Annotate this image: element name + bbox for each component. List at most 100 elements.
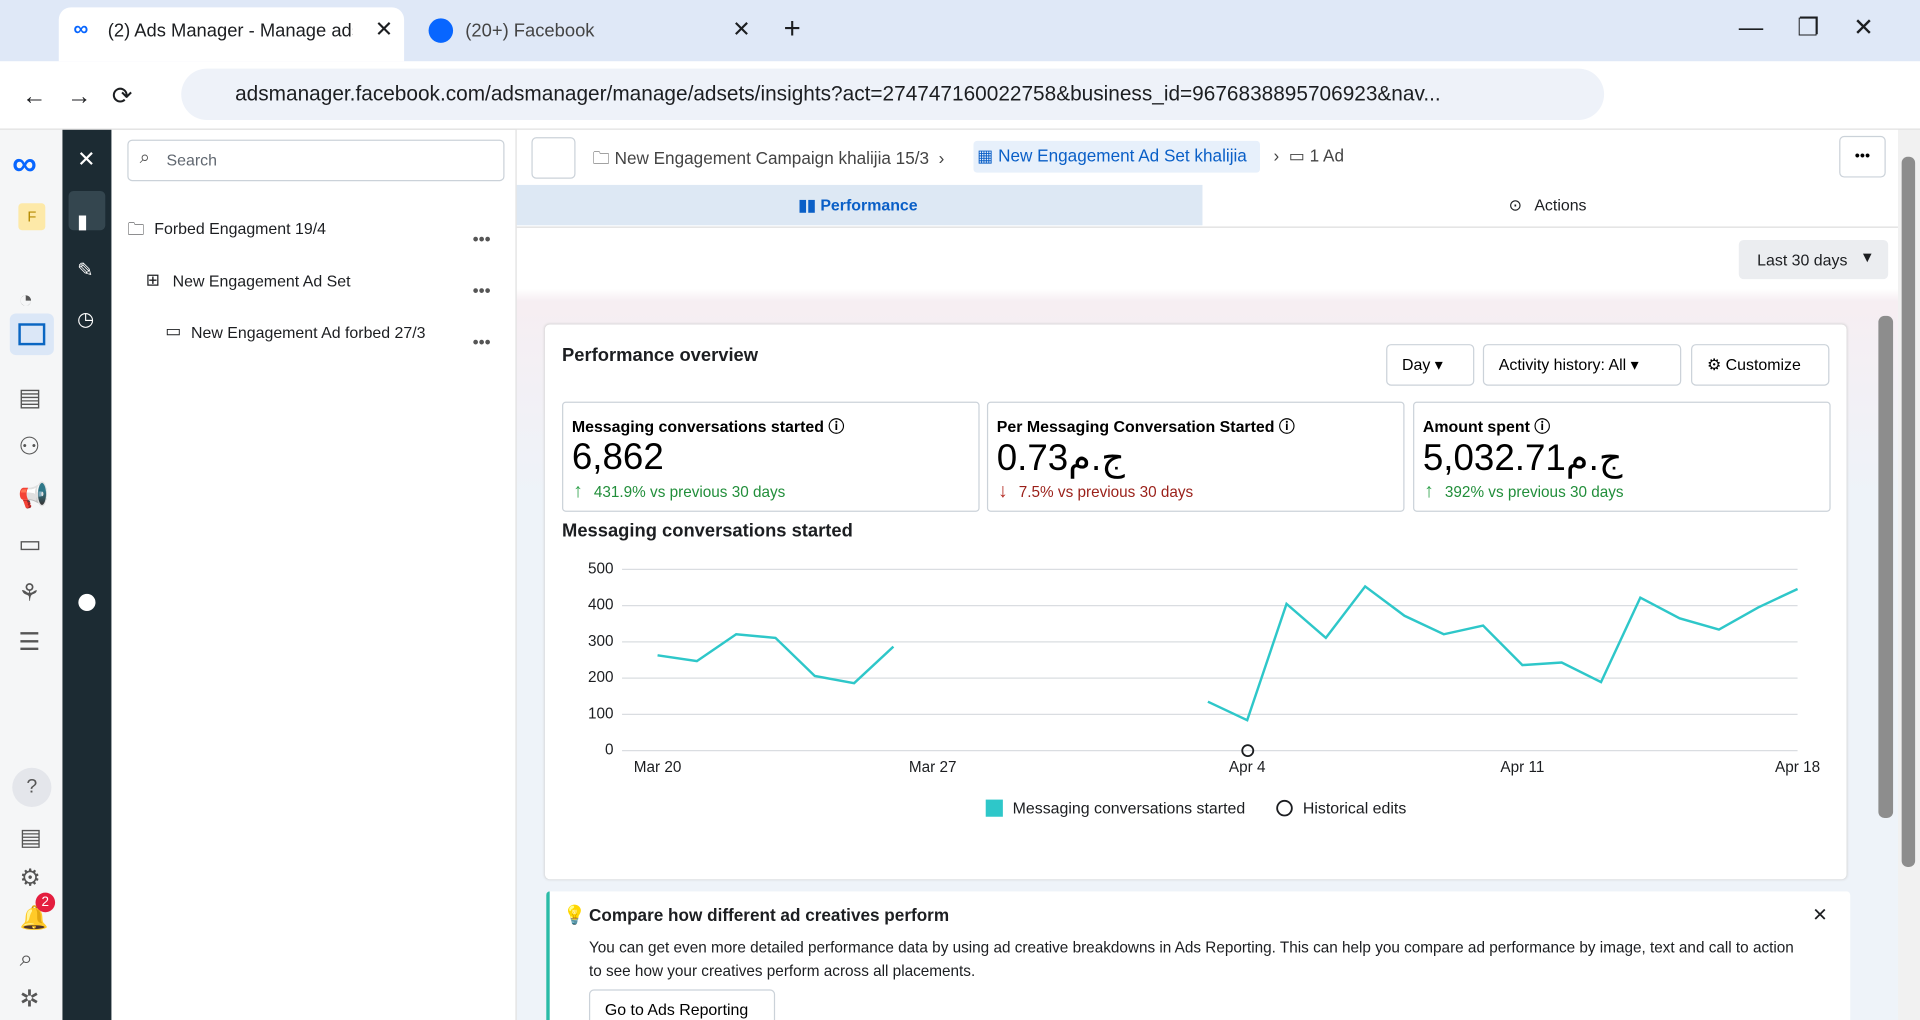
- x-tick-label: Apr 4: [1229, 759, 1266, 776]
- edit-marker: [1241, 744, 1255, 758]
- metric-label: Messaging conversations started ⓘ: [571, 417, 845, 436]
- metric-value: 0.73ج.م: [996, 438, 1125, 479]
- control-label[interactable]: Day: [1402, 355, 1431, 374]
- up-arrow: ↑: [1424, 481, 1434, 503]
- expand[interactable]: [78, 593, 96, 612]
- metric-value: 5,032.71ج.م: [1422, 438, 1623, 479]
- y-tick-label: 0: [605, 742, 614, 759]
- url[interactable]: adsmanager.facebook.com/adsmanager/manag…: [235, 82, 1441, 106]
- metric-change: 392% vs previous 30 days: [1444, 483, 1624, 501]
- divider: [515, 129, 517, 1020]
- tab-label[interactable]: Actions: [1534, 195, 1587, 215]
- bulb-icon: 💡: [563, 904, 587, 926]
- tab[interactable]: ⊙ Actions: [1508, 195, 1587, 215]
- tree-item[interactable]: New Engagement Ad Set: [172, 271, 351, 291]
- nav-active[interactable]: [9, 313, 54, 356]
- tab-close[interactable]: ✕: [732, 17, 751, 42]
- close-panel[interactable]: ✕: [77, 146, 96, 172]
- search-icon: ⌕: [139, 146, 150, 168]
- notification-badge: 2: [35, 892, 56, 913]
- banner-button[interactable]: Go to Ads Reporting: [588, 989, 776, 1020]
- tab[interactable]: ▮▮ Performance: [798, 195, 918, 215]
- tree-item[interactable]: New Engagement Ad forbed 27/3: [191, 323, 426, 342]
- metric-change: 7.5% vs previous 30 days: [1018, 483, 1194, 501]
- chart-title: Messaging conversations started: [562, 519, 853, 540]
- x-tick-label: Apr 18: [1775, 759, 1820, 776]
- banner-close[interactable]: ✕: [1812, 904, 1828, 926]
- tab-close[interactable]: ✕: [374, 17, 394, 42]
- breadcrumb[interactable]: 🗀 New Engagement Campaign khalijia 15/3 …: [592, 148, 945, 168]
- more-buttons[interactable]: ••• ••• •••: [472, 228, 491, 352]
- fb-icon: [428, 18, 454, 43]
- control[interactable]: ⚙ Customize: [1691, 344, 1830, 386]
- legend-swatch: [985, 799, 1003, 817]
- meta-icon: ∞: [73, 17, 89, 41]
- metric-card: Amount spent ⓘ 5,032.71ج.م ↑ 392% vs previo…: [1413, 401, 1831, 512]
- breadcrumb[interactable]: › ▭ 1 Ad: [1273, 145, 1345, 166]
- scroll-thumb[interactable]: [1878, 315, 1894, 818]
- metric-label: Amount spent ⓘ: [1422, 417, 1551, 436]
- nav-icons[interactable]: ▤ ⚙ 🔔 ⌕ ✲: [19, 825, 49, 1013]
- overview-title: Performance overview: [562, 345, 759, 367]
- new-tab[interactable]: +: [783, 12, 801, 46]
- adset-icon: ⊞: [145, 269, 161, 289]
- control-label[interactable]: Customize: [1725, 355, 1801, 374]
- tab-title[interactable]: (20+) Facebook: [465, 20, 595, 42]
- account[interactable]: F: [18, 203, 46, 231]
- date-picker[interactable]: [1738, 240, 1889, 280]
- left-nav: [0, 129, 63, 1020]
- rail-icons[interactable]: ▮ ✎ ◷: [77, 211, 95, 331]
- legend-label: Messaging conversations started: [1013, 801, 1246, 818]
- folder-icon: 🗀: [127, 219, 145, 239]
- banner-text: You can get even more detailed performan…: [588, 939, 1794, 980]
- breadcrumb[interactable]: ▦ New Engagement Ad Set khalijia: [977, 145, 1247, 166]
- series-line: [657, 584, 1799, 722]
- x-tick-label: Apr 11: [1500, 759, 1544, 776]
- metric-label-text: Per Messaging Conversation Started: [996, 417, 1275, 436]
- active-tab[interactable]: [58, 7, 405, 62]
- y-tick-label: 300: [588, 633, 614, 650]
- search-box[interactable]: [127, 139, 505, 182]
- control[interactable]: Day ▾: [1386, 344, 1475, 386]
- breadcrumb-item[interactable]: New Engagement Campaign khalijia 15/3: [614, 148, 930, 168]
- crumb-active: [973, 140, 1261, 173]
- breadcrumb-item[interactable]: 1 Ad: [1309, 145, 1345, 166]
- toggle-panel[interactable]: [531, 137, 576, 179]
- date-range[interactable]: Last 30 days: [1757, 251, 1848, 270]
- nav-buttons[interactable]: ← → ⟳: [22, 83, 133, 111]
- window-controls[interactable]: — ❐ ✕: [1738, 14, 1874, 42]
- nav-icons[interactable]: ◔ ▤ ⚇ 📢 ▭ ⚘ ☰: [18, 286, 49, 657]
- tab-title[interactable]: (2) Ads Manager - Manage ads: [107, 20, 353, 42]
- tab-label[interactable]: Performance: [820, 195, 918, 215]
- down-arrow: ↓: [997, 481, 1008, 503]
- ad-icon: ▭: [165, 320, 182, 341]
- tab-active[interactable]: [516, 184, 1203, 226]
- scroll-thumb[interactable]: [1901, 156, 1916, 867]
- control[interactable]: Activity history: All ▾: [1482, 344, 1682, 386]
- x-tick-label: Mar 20: [634, 759, 682, 776]
- breadcrumb-item[interactable]: New Engagement Ad Set khalijia: [998, 145, 1247, 166]
- more[interactable]: •••: [1839, 135, 1886, 178]
- banner-title: Compare how different ad creatives perfo…: [588, 904, 950, 925]
- divider: [516, 226, 1898, 228]
- metric-card: Per Messaging Conversation Started ⓘ 0.73…: [986, 401, 1405, 512]
- metric-label-text: Amount spent: [1422, 417, 1530, 436]
- rail-active[interactable]: [68, 191, 106, 231]
- x-tick-label: Mar 27: [909, 759, 957, 776]
- metric-change: 431.9% vs previous 30 days: [593, 483, 786, 501]
- tree-item[interactable]: Forbed Engagment 19/4: [154, 219, 326, 238]
- help[interactable]: ?: [12, 767, 52, 807]
- address-bar[interactable]: [181, 68, 1605, 121]
- tool-rail: [62, 129, 112, 1020]
- caret: ▼: [1860, 248, 1875, 266]
- search-placeholder[interactable]: Search: [166, 150, 217, 169]
- nav-icon[interactable]: [18, 323, 46, 346]
- legend-edit-icon: [1276, 799, 1293, 817]
- divider: [0, 128, 1920, 130]
- y-tick-label: 200: [588, 669, 614, 686]
- metric-label-text: Messaging conversations started: [571, 417, 824, 436]
- metric-card: Messaging conversations started ⓘ 6,862 ↑ 4…: [562, 401, 980, 512]
- control-label[interactable]: Activity history: All: [1498, 355, 1627, 374]
